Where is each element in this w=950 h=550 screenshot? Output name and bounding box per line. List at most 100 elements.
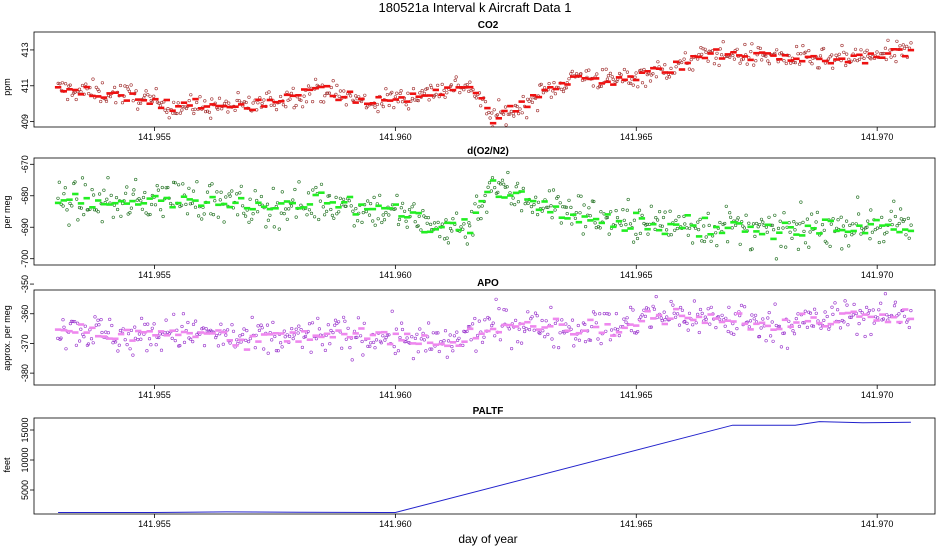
- apo-point: [574, 337, 578, 341]
- apo-point: [173, 339, 177, 343]
- o2n2-point: [526, 201, 530, 205]
- o2n2-point: [856, 195, 860, 199]
- o2n2-point: [438, 235, 442, 239]
- co2-point: [373, 105, 377, 109]
- apo-point: [140, 316, 144, 321]
- o2n2-point: [62, 192, 66, 196]
- co2-point: [146, 93, 150, 97]
- apo-point: [549, 305, 553, 310]
- o2n2-point: [105, 197, 109, 201]
- paltf-panel: PALTF feet 141.955 141.960 141.965 141.970 5…: [2, 406, 936, 529]
- paltf-data-layer: [58, 421, 911, 514]
- co2-point: [187, 98, 191, 103]
- o2n2-point: [155, 184, 159, 188]
- apo-point: [202, 344, 207, 348]
- apo-point: [513, 318, 518, 323]
- o2n2-point: [536, 200, 541, 204]
- co2-point: [834, 53, 838, 57]
- o2n2-point: [384, 210, 388, 215]
- co2-point: [810, 62, 814, 66]
- o2n2-point: [490, 176, 495, 180]
- co2-point: [845, 52, 849, 56]
- apo-point: [374, 338, 379, 342]
- co2-point: [889, 55, 893, 59]
- apo-point: [189, 337, 193, 341]
- o2n2-point: [219, 190, 223, 194]
- o2n2-point: [432, 221, 437, 225]
- apo-point: [822, 318, 826, 323]
- co2-point: [291, 86, 295, 90]
- o2n2-point: [640, 213, 644, 217]
- o2n2-point: [393, 207, 397, 211]
- o2n2-panel: d(O2/N2) per meg 141.955 141.960 141.965 14…: [2, 146, 936, 280]
- o2n2-point: [885, 230, 889, 234]
- apo-point: [577, 338, 582, 342]
- apo-point: [687, 311, 692, 315]
- o2n2-point: [856, 212, 861, 216]
- apo-point: [300, 345, 305, 350]
- o2n2-point: [486, 185, 490, 189]
- o2n2-point: [493, 186, 497, 190]
- apo-point: [323, 348, 328, 353]
- o2n2-point: [502, 182, 506, 186]
- co2-point: [643, 84, 648, 88]
- paltf-y-tick-label: 10000: [20, 447, 30, 472]
- o2n2-point: [661, 215, 666, 220]
- o2n2-point: [904, 233, 908, 237]
- o2n2-point: [349, 204, 353, 208]
- apo-panel-title: APO: [477, 278, 499, 289]
- o2n2-point: [463, 235, 467, 239]
- o2n2-point: [184, 202, 188, 206]
- co2-point: [895, 39, 899, 43]
- co2-point: [529, 97, 533, 101]
- co2-point: [80, 83, 85, 88]
- o2n2-point: [839, 215, 843, 219]
- apo-point: [538, 331, 542, 336]
- o2n2-point: [307, 208, 312, 212]
- o2n2-point: [480, 204, 484, 208]
- co2-point: [627, 81, 631, 85]
- co2-point: [547, 81, 551, 86]
- co2-point: [847, 57, 851, 61]
- co2-point: [779, 51, 784, 55]
- apo-point: [497, 307, 501, 311]
- apo-point: [99, 318, 103, 322]
- apo-point: [879, 301, 883, 305]
- apo-point: [649, 325, 653, 329]
- co2-point: [553, 92, 558, 96]
- o2n2-point: [828, 244, 832, 248]
- apo-point: [487, 317, 492, 321]
- o2n2-point: [459, 225, 463, 229]
- o2n2-point: [325, 209, 329, 213]
- o2n2-point: [424, 215, 428, 220]
- o2n2-x-tick-label: 141.960: [379, 270, 412, 280]
- co2-point: [171, 111, 175, 115]
- apo-point: [672, 311, 676, 315]
- o2n2-point: [468, 224, 472, 228]
- o2n2-point: [782, 211, 786, 215]
- o2n2-point: [297, 180, 301, 184]
- co2-point: [166, 106, 170, 111]
- co2-point: [680, 60, 684, 65]
- apo-point: [280, 345, 284, 349]
- co2-point: [497, 98, 501, 102]
- co2-point: [542, 86, 547, 90]
- o2n2-point: [728, 215, 733, 219]
- apo-point: [724, 316, 728, 320]
- apo-point: [625, 316, 629, 320]
- co2-point: [326, 91, 330, 95]
- apo-point: [320, 343, 325, 347]
- o2n2-point: [626, 197, 630, 202]
- apo-point: [830, 305, 834, 309]
- o2n2-point: [68, 201, 72, 205]
- apo-point: [126, 332, 131, 336]
- co2-point: [468, 80, 472, 84]
- co2-point: [399, 89, 403, 93]
- o2n2-point: [773, 213, 777, 217]
- o2n2-point: [808, 230, 812, 234]
- apo-point: [424, 349, 428, 353]
- co2-point: [134, 89, 138, 93]
- co2-y-tick-label: 411: [20, 79, 30, 93]
- apo-point: [858, 308, 862, 313]
- co2-point: [760, 58, 764, 62]
